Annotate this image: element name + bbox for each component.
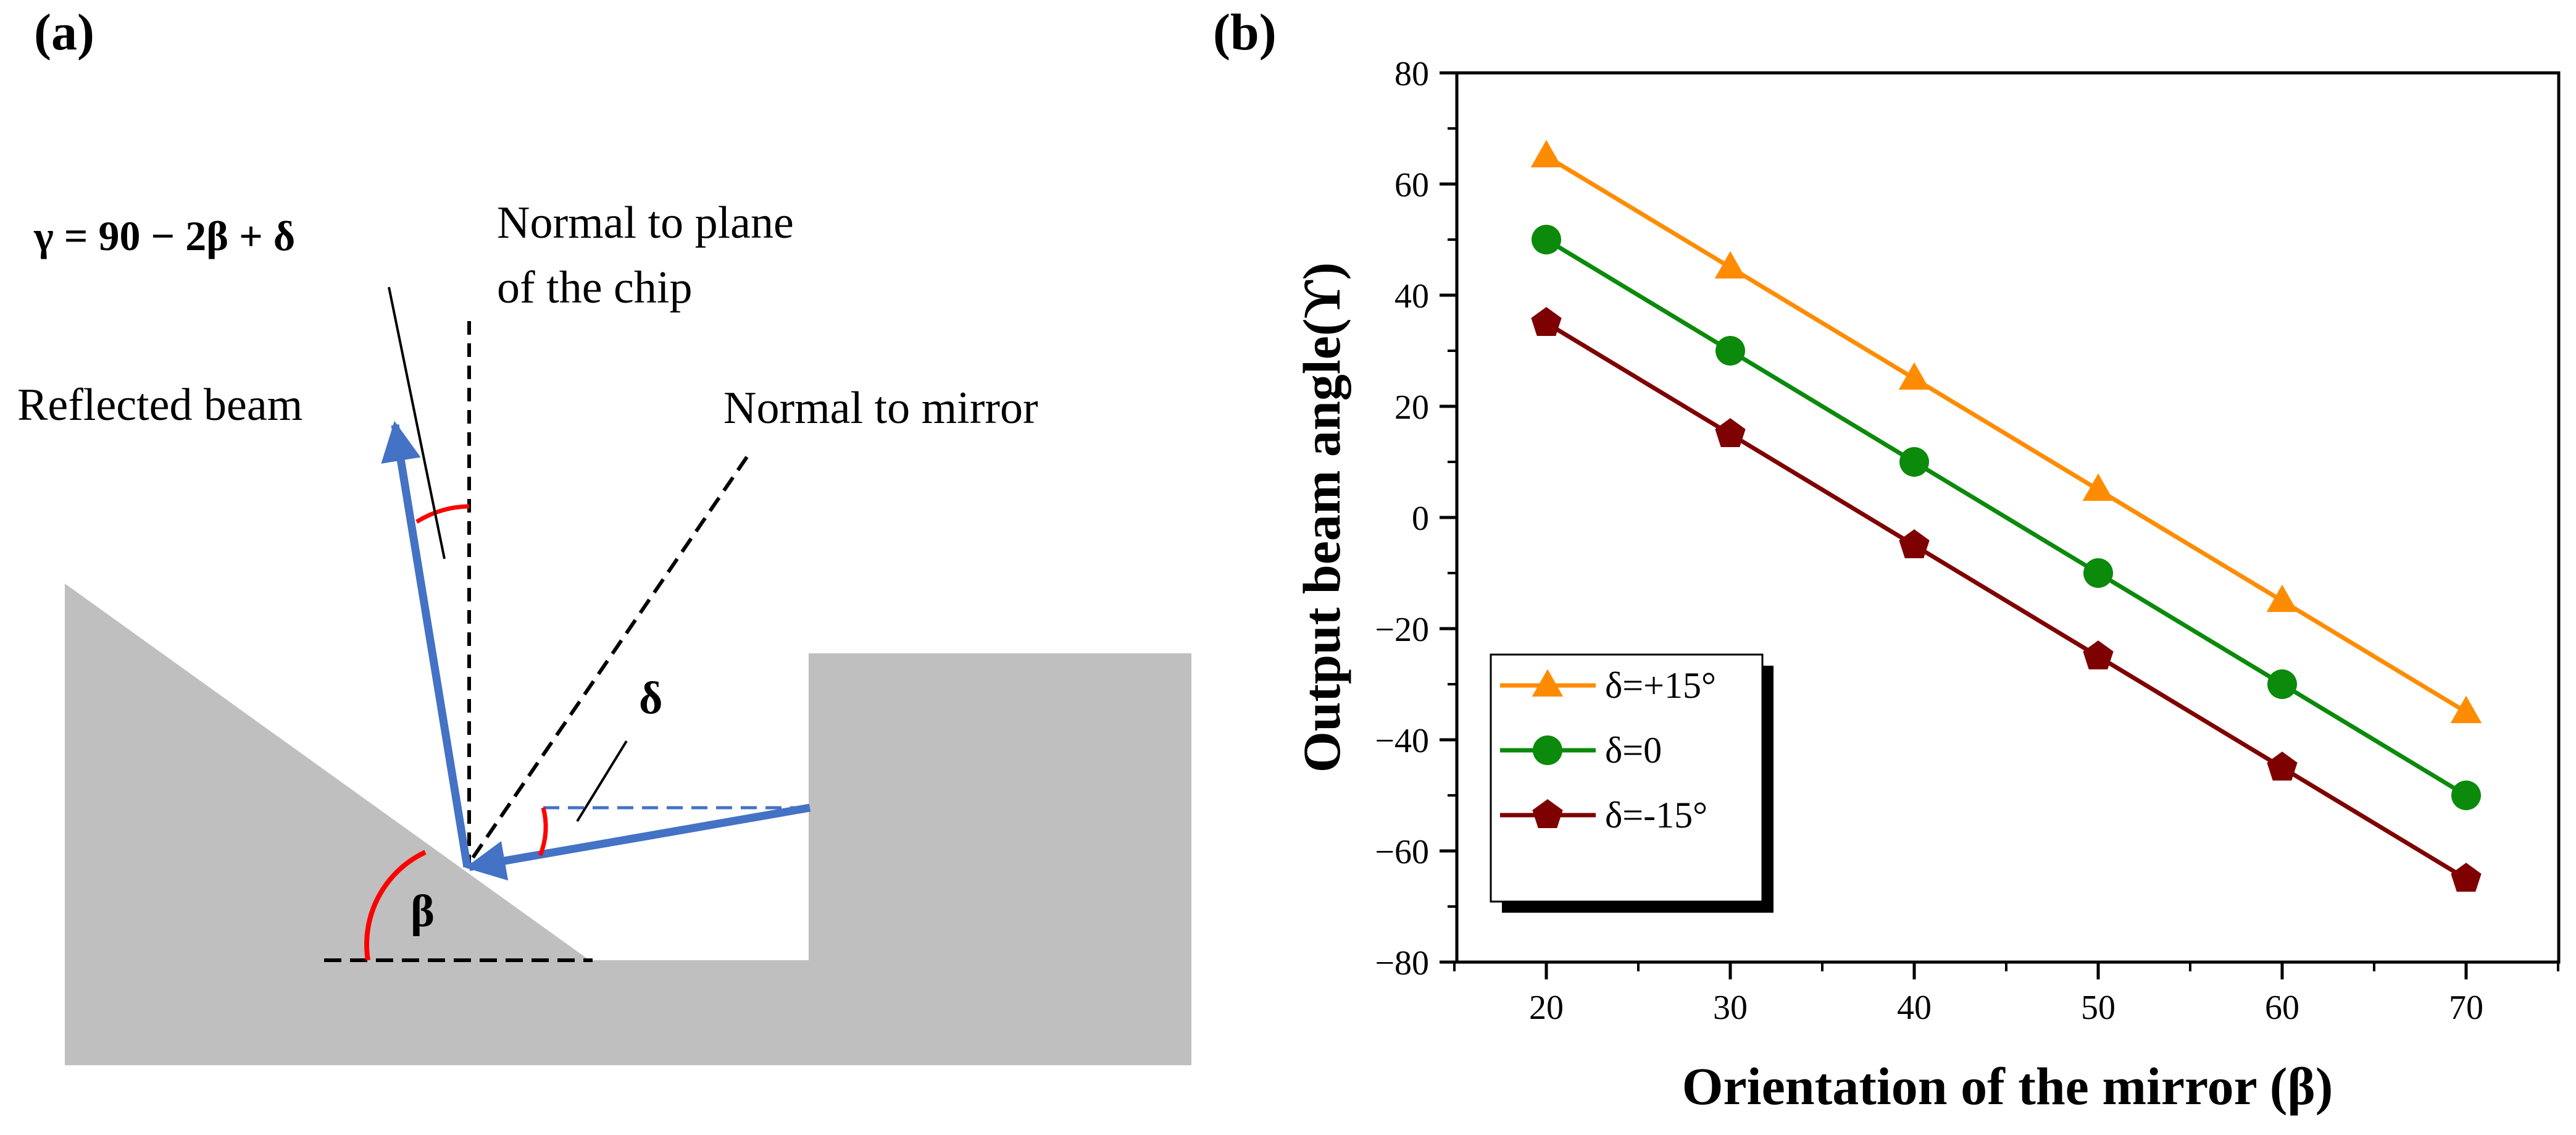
legend-marker	[1532, 799, 1563, 828]
panel-a-label: (a)	[34, 4, 94, 61]
data-point	[2083, 558, 2113, 588]
y-tick-label: −20	[1375, 611, 1429, 649]
y-tick-label: −60	[1375, 833, 1429, 871]
panel-b-label: (b)	[1213, 4, 1277, 61]
data-point	[1899, 447, 1929, 477]
normal-to-plane-label-line2: of the chip	[497, 262, 692, 313]
data-point	[1899, 529, 1930, 558]
legend-marker	[1533, 735, 1562, 765]
y-axis-title: Output beam angle(ϒ)	[1292, 262, 1351, 773]
panel-b: (b) −80 −60 −40 −20 0 20 40 60 80 20 30 40 50 60 70 δ…	[1213, 4, 2561, 1116]
series-line	[1545, 321, 2467, 881]
series-line	[1545, 154, 2467, 714]
substrate-right-block	[809, 653, 1191, 1065]
data-point	[2267, 669, 2297, 699]
data-point	[2267, 752, 2298, 781]
x-tick-label: 30	[1713, 989, 1748, 1027]
x-tick-label: 40	[1897, 989, 1932, 1027]
reflected-beam	[381, 421, 472, 868]
substrate-left-slope	[65, 584, 809, 1065]
beta-symbol: β	[411, 886, 435, 937]
legend-marker	[1532, 669, 1564, 697]
gamma-leader-line	[388, 287, 446, 559]
series-2	[1531, 307, 2482, 892]
y-axis: −80 −60 −40 −20 0 20 40 60 80	[1375, 55, 1457, 982]
data-point	[2450, 695, 2482, 723]
y-tick-label: −80	[1375, 944, 1429, 982]
data-point	[1532, 225, 1561, 254]
legend: δ=+15° δ=0 δ=-15°	[1490, 653, 1774, 913]
delta-symbol: δ	[639, 673, 662, 724]
gamma-angle-arc	[415, 504, 470, 524]
panel-a: (a) γ = 90 − 2β + δ Normal to plane of t…	[17, 4, 1191, 1065]
legend-label: δ=0	[1605, 730, 1662, 771]
series-line	[1545, 238, 2467, 797]
legend-label: δ=+15°	[1605, 665, 1716, 706]
y-tick-label: 80	[1394, 55, 1429, 93]
y-tick-label: −40	[1375, 722, 1429, 760]
series-0	[1530, 140, 2482, 723]
x-tick-label: 20	[1529, 989, 1564, 1027]
x-tick-label: 70	[2449, 989, 2483, 1027]
data-point	[1715, 418, 1746, 447]
data-point	[2266, 584, 2298, 612]
normal-to-plane-label-line1: Normal to plane	[497, 198, 794, 248]
incident-beam	[465, 803, 811, 881]
data-point	[2451, 863, 2482, 892]
x-tick-label: 60	[2265, 989, 2299, 1027]
reflected-beam-label: Reflected beam	[17, 380, 302, 430]
data-point	[1898, 362, 1930, 390]
legend-label: δ=-15°	[1605, 795, 1707, 836]
data-point	[1531, 307, 1562, 336]
x-tick-label: 50	[2081, 989, 2115, 1027]
normal-to-mirror-label: Normal to mirror	[723, 383, 1038, 433]
y-tick-label: 20	[1394, 388, 1429, 427]
series-layer	[1530, 140, 2482, 892]
data-point	[1714, 251, 1746, 279]
data-point	[1530, 140, 1562, 167]
y-tick-label: 0	[1412, 500, 1429, 538]
x-axis: 20 30 40 50 60 70	[1453, 962, 2559, 1027]
delta-leader-line	[576, 740, 628, 823]
y-tick-label: 60	[1394, 166, 1429, 204]
x-axis-title: Orientation of the mirror (β)	[1682, 1057, 2333, 1116]
data-point	[2451, 781, 2481, 810]
gamma-equation: γ = 90 − 2β + δ	[33, 212, 295, 259]
beta-angle-arc	[364, 850, 427, 961]
data-point	[2083, 640, 2114, 669]
data-point	[1715, 336, 1745, 366]
normal-to-mirror-line	[464, 456, 749, 869]
delta-angle-arc	[538, 807, 548, 856]
series-1	[1532, 225, 2481, 810]
data-point	[2082, 473, 2114, 501]
y-tick-label: 40	[1394, 277, 1429, 316]
